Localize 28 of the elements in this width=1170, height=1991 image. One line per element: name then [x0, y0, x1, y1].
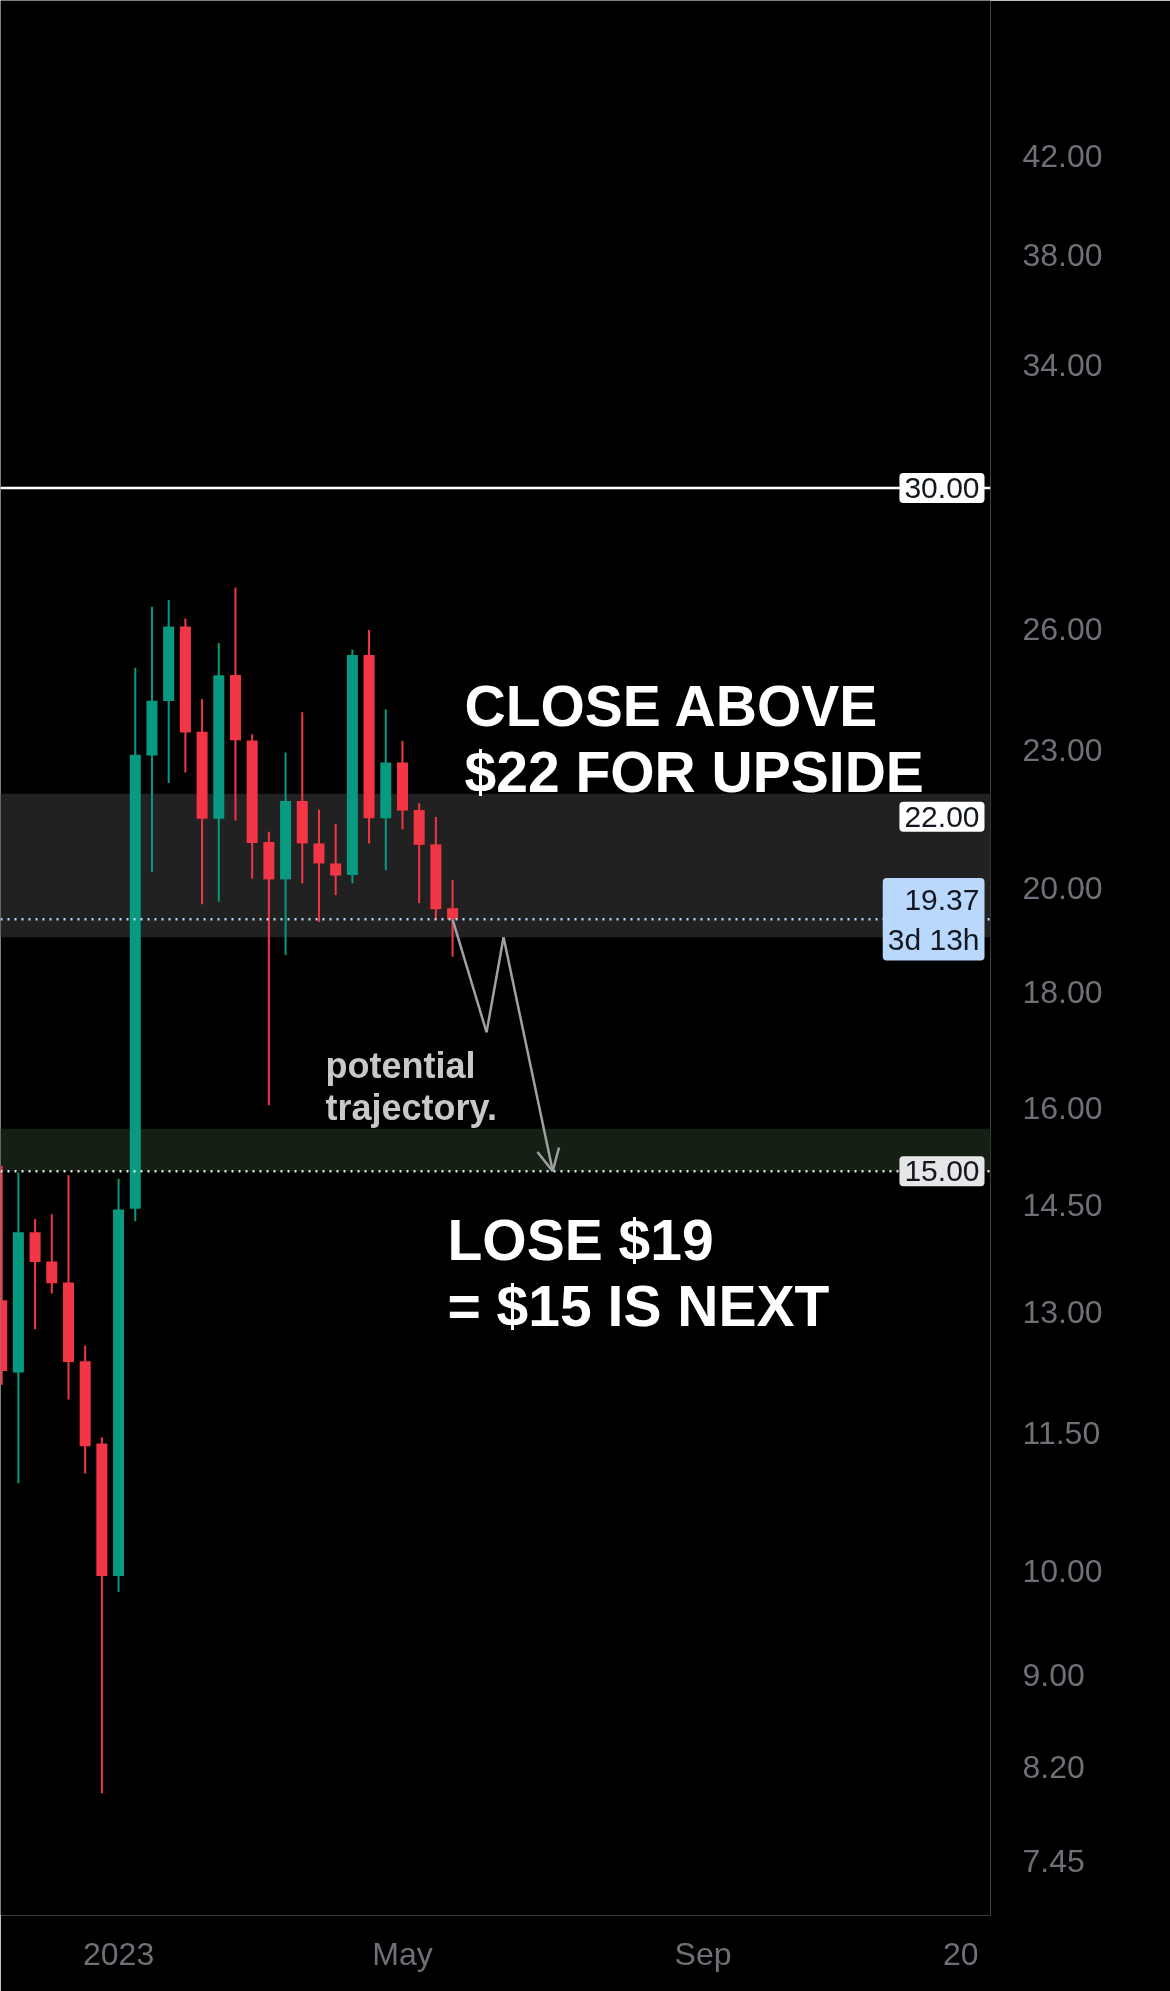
y-tick-label: 38.00	[1022, 237, 1103, 274]
ref-line-label: 19.37 3d 13h	[887, 883, 980, 956]
y-tick-label: 14.50	[1022, 1186, 1103, 1223]
ref-line-label: 30.00	[904, 471, 980, 505]
x-tick-label: Sep	[674, 1935, 732, 1972]
annotation: LOSE $19 = $15 IS NEXT	[447, 1207, 830, 1339]
y-tick-label: 13.00	[1022, 1294, 1103, 1331]
annotation: potential trajectory.	[325, 1044, 497, 1129]
x-tick-label: 2023	[82, 1935, 155, 1972]
y-tick-label: 18.00	[1022, 973, 1103, 1010]
y-tick-label: 16.00	[1022, 1089, 1103, 1126]
x-tick-label: May	[372, 1935, 433, 1972]
y-tick-label: 34.00	[1022, 346, 1103, 383]
y-tick-label: 23.00	[1022, 731, 1103, 768]
y-tick-label: 9.00	[1022, 1656, 1085, 1693]
candlestick	[330, 822, 342, 897]
y-tick-label: 10.00	[1022, 1552, 1103, 1589]
y-tick-label: 42.00	[1022, 138, 1103, 175]
candlestick	[313, 808, 325, 923]
candlestick	[447, 878, 459, 958]
y-tick-label: 20.00	[1022, 869, 1103, 906]
y-tick-label: 7.45	[1022, 1843, 1085, 1880]
y-tick-label: 26.00	[1022, 611, 1103, 648]
ref-line-label: 15.00	[904, 1154, 980, 1188]
y-tick-label: 11.50	[1022, 1415, 1101, 1452]
candlestick	[46, 1213, 58, 1295]
x-tick-label: 20	[942, 1935, 979, 1972]
y-tick-label: 8.20	[1022, 1748, 1085, 1785]
